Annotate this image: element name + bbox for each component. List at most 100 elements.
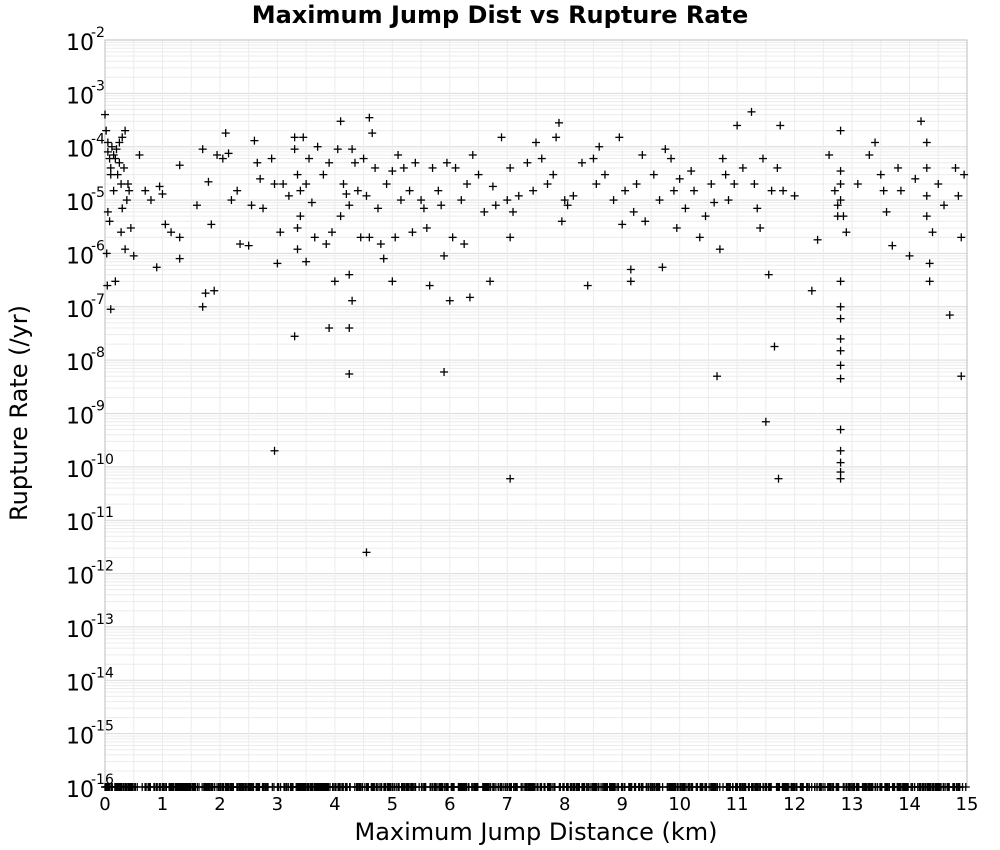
- data-point: [922, 191, 931, 200]
- data-point: [833, 783, 842, 791]
- y-tick-label: 10: [66, 138, 94, 163]
- data-point: [218, 154, 227, 163]
- data-point: [738, 163, 747, 172]
- x-tick-label: 4: [329, 794, 340, 815]
- data-point: [336, 117, 345, 126]
- y-tick-exponent: -11: [91, 505, 114, 521]
- data-point: [192, 201, 201, 210]
- data-point: [491, 201, 500, 210]
- y-tick-label: 10: [66, 725, 94, 750]
- data-point: [802, 783, 811, 791]
- data-point: [629, 207, 638, 216]
- data-point: [284, 191, 293, 200]
- data-point: [839, 212, 848, 221]
- data-point: [445, 296, 454, 305]
- data-point: [563, 201, 572, 210]
- x-tick-label: 8: [559, 794, 570, 815]
- data-point: [690, 186, 699, 195]
- data-point: [514, 191, 523, 200]
- data-point: [655, 196, 664, 205]
- data-point: [632, 180, 641, 189]
- data-point: [105, 217, 114, 226]
- data-point: [296, 186, 305, 195]
- data-point: [532, 138, 540, 147]
- data-point: [836, 425, 845, 434]
- data-point: [859, 783, 868, 791]
- y-tick-exponent: -7: [91, 292, 105, 308]
- data-point: [307, 198, 316, 207]
- data-point: [658, 263, 667, 272]
- data-point: [925, 259, 934, 268]
- y-tick-exponent: -4: [91, 132, 105, 148]
- data-point: [103, 281, 112, 290]
- data-point: [469, 783, 478, 791]
- x-tick-label: 2: [214, 794, 225, 815]
- data-point: [595, 142, 604, 151]
- data-point: [107, 142, 116, 151]
- data-point: [336, 212, 345, 221]
- data-point: [525, 783, 534, 791]
- data-point: [405, 186, 414, 195]
- data-point: [836, 302, 845, 311]
- data-point: [123, 180, 132, 189]
- grid-layer: [104, 39, 968, 788]
- data-point: [448, 233, 457, 242]
- data-point: [764, 270, 773, 279]
- data-point: [871, 138, 880, 147]
- data-point: [807, 286, 816, 295]
- data-point: [322, 240, 331, 249]
- data-point: [437, 201, 446, 210]
- data-point: [926, 783, 935, 791]
- data-point: [603, 783, 612, 791]
- x-tick-label: 7: [502, 794, 513, 815]
- data-point: [102, 126, 111, 135]
- data-point: [109, 150, 118, 159]
- data-point: [101, 110, 109, 119]
- data-point: [626, 277, 635, 286]
- data-point: [641, 217, 650, 226]
- data-point: [106, 305, 115, 314]
- data-point: [465, 293, 474, 302]
- data-point: [836, 167, 845, 176]
- data-point: [876, 170, 885, 179]
- data-point: [336, 783, 345, 791]
- data-point: [325, 783, 334, 791]
- data-point: [270, 180, 279, 189]
- data-point: [121, 126, 130, 135]
- data-point: [701, 212, 710, 221]
- y-tick-label: 10: [66, 31, 94, 56]
- data-point: [394, 150, 403, 159]
- data-point: [648, 783, 657, 791]
- data-point: [813, 235, 822, 244]
- data-point: [695, 233, 704, 242]
- data-point: [125, 186, 134, 195]
- data-point: [649, 170, 658, 179]
- data-point: [722, 783, 731, 791]
- data-point: [457, 196, 466, 205]
- data-point: [560, 196, 569, 205]
- data-point: [564, 783, 573, 791]
- data-point: [928, 228, 937, 237]
- data-point: [259, 204, 268, 213]
- data-point: [417, 196, 426, 205]
- data-point: [396, 196, 405, 205]
- data-point: [512, 783, 521, 791]
- data-point: [451, 163, 460, 172]
- data-point: [299, 133, 308, 142]
- data-point: [113, 170, 122, 179]
- data-point: [365, 113, 374, 122]
- data-point: [577, 158, 586, 167]
- data-point: [715, 245, 724, 254]
- data-point: [836, 126, 845, 135]
- data-point: [618, 220, 627, 229]
- data-point: [836, 374, 845, 383]
- data-point: [288, 783, 297, 791]
- data-point: [117, 228, 126, 237]
- data-point: [305, 154, 314, 163]
- data-point: [319, 170, 328, 179]
- data-point: [391, 233, 400, 242]
- data-point: [882, 207, 891, 216]
- x-tick-label: 0: [99, 794, 110, 815]
- data-point: [161, 220, 170, 229]
